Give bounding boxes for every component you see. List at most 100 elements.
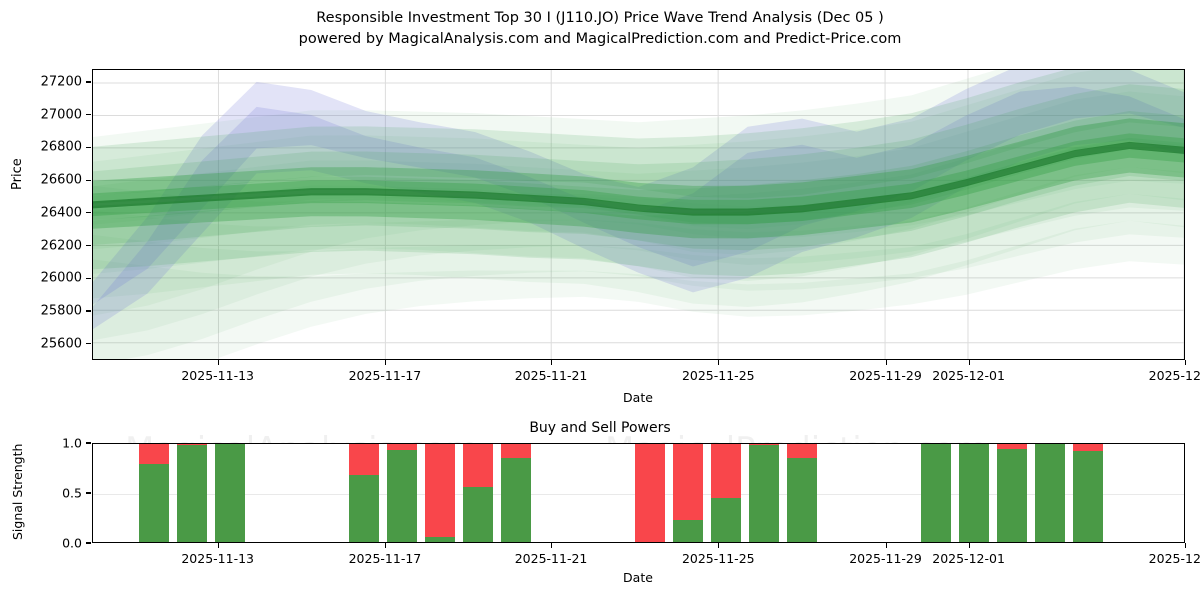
signal-bar-buy-segment — [921, 444, 951, 542]
signal-bar[interactable] — [1073, 444, 1103, 542]
signal-bar-buy-segment — [349, 475, 379, 542]
price-x-tick-label: 2025-12-05 — [1148, 368, 1200, 383]
price-y-axis-label: Price — [10, 158, 25, 190]
signal-y-tick-mark — [86, 542, 91, 544]
signal-bar[interactable] — [425, 444, 455, 542]
signal-x-tick-label: 2025-11-17 — [348, 551, 422, 566]
price-x-tick-label: 2025-11-21 — [514, 368, 588, 383]
price-y-tick-mark — [86, 146, 91, 149]
price-x-tick-mark — [718, 360, 720, 365]
price-wave-svg — [93, 70, 1184, 359]
signal-bar[interactable] — [749, 444, 779, 542]
price-x-tick-mark — [551, 360, 553, 365]
price-wave-band — [93, 86, 1184, 330]
price-wave-band — [93, 111, 1184, 251]
signal-bar-buy-segment — [501, 458, 531, 542]
signal-y-tick-mark — [86, 492, 91, 494]
signal-x-tick-mark — [551, 543, 553, 548]
price-y-tick-label: 25800 — [40, 303, 82, 319]
signal-bar-buy-segment — [673, 520, 703, 542]
signal-bar-buy-segment — [787, 458, 817, 542]
signal-bar-buy-segment — [463, 487, 493, 542]
signal-bar-sell-segment — [501, 444, 531, 458]
signal-panel-title: Buy and Sell Powers — [529, 420, 671, 436]
signal-bar[interactable] — [501, 444, 531, 542]
signal-bar[interactable] — [387, 444, 417, 542]
signal-bar-buy-segment — [749, 445, 779, 542]
price-wave-band — [93, 148, 1184, 239]
signal-y-tick-label: 0.0 — [62, 535, 82, 551]
price-x-tick-mark — [1185, 360, 1187, 365]
page-title: Responsible Investment Top 30 I (J110.JO… — [316, 10, 884, 26]
signal-bar[interactable] — [635, 444, 665, 542]
price-wave-band — [93, 118, 1184, 308]
price-y-tick-label: 26200 — [40, 238, 82, 254]
price-y-tick-mark — [86, 179, 91, 181]
price-x-tick-mark — [217, 360, 219, 365]
price-wave-band — [93, 220, 1184, 359]
price-trend-centerline — [93, 141, 1184, 216]
signal-y-tick-label: 0.5 — [62, 485, 82, 501]
signal-bar[interactable] — [463, 444, 493, 542]
price-x-tick-mark — [384, 360, 387, 365]
price-wave-band — [93, 70, 1184, 305]
price-wave-band — [93, 193, 1184, 359]
signal-bar-sell-segment — [787, 444, 817, 458]
signal-x-tick-mark — [968, 543, 970, 548]
price-x-tick-label: 2025-11-29 — [849, 368, 922, 383]
price-y-tick-mark — [86, 244, 91, 247]
signal-bar[interactable] — [349, 444, 379, 542]
signal-bar[interactable] — [711, 444, 741, 542]
signal-bar-sell-segment — [349, 444, 379, 475]
signal-x-tick-mark — [217, 543, 219, 548]
signal-bar-buy-segment — [425, 537, 455, 542]
signal-bar[interactable] — [177, 444, 207, 542]
signal-bar-sell-segment — [749, 444, 779, 445]
price-chart-plot-area — [92, 69, 1185, 360]
signal-y-axis-label: Signal Strength — [10, 443, 25, 540]
price-y-tick-label: 25600 — [40, 336, 82, 352]
signal-x-tick-label: 2025-12-01 — [932, 551, 1005, 566]
signal-bar[interactable] — [921, 444, 951, 542]
signal-bar-sell-segment — [673, 444, 703, 520]
price-x-tick-label: 2025-12-01 — [932, 368, 1005, 383]
signal-bar[interactable] — [997, 444, 1027, 542]
signal-bar[interactable] — [215, 444, 245, 542]
price-y-tick-label: 27200 — [40, 74, 82, 90]
signal-x-tick-mark — [384, 543, 387, 548]
price-y-tick-label: 26800 — [40, 139, 82, 155]
price-y-tick-mark — [86, 212, 91, 214]
signal-x-tick-label: 2025-11-29 — [849, 551, 922, 566]
signal-bar-sell-segment — [1073, 444, 1103, 451]
signal-bar[interactable] — [1035, 444, 1065, 542]
price-x-tick-mark — [968, 360, 970, 365]
price-y-tick-mark — [86, 277, 91, 279]
signal-x-tick-label: 2025-11-13 — [181, 551, 255, 566]
price-y-tick-label: 26600 — [40, 172, 82, 188]
price-y-tick-mark — [86, 81, 91, 83]
signal-x-tick-mark — [885, 543, 887, 548]
signal-bar-sell-segment — [635, 444, 665, 542]
signal-bar-buy-segment — [387, 450, 417, 542]
signal-bar-buy-segment — [1035, 444, 1065, 542]
price-x-tick-label: 2025-11-13 — [181, 368, 255, 383]
signal-bar-sell-segment — [997, 444, 1027, 449]
price-x-tick-mark — [885, 360, 887, 365]
signal-bar[interactable] — [959, 444, 989, 542]
signal-y-tick-mark — [86, 442, 91, 444]
signal-bar-sell-segment — [711, 444, 741, 498]
signal-bar[interactable] — [139, 444, 169, 542]
signal-bar[interactable] — [673, 444, 703, 542]
signal-bar-buy-segment — [139, 464, 169, 542]
signal-x-tick-mark — [718, 543, 720, 548]
signal-bar[interactable] — [787, 444, 817, 542]
page-subtitle: powered by MagicalAnalysis.com and Magic… — [298, 31, 902, 47]
price-wave-band — [93, 91, 1184, 282]
signal-bar-sell-segment — [177, 444, 207, 445]
signal-bar-sell-segment — [463, 444, 493, 487]
signal-x-tick-label: 2025-11-21 — [514, 551, 588, 566]
signal-x-tick-mark — [1185, 543, 1187, 548]
signal-bar-buy-segment — [215, 444, 245, 542]
price-wave-band — [93, 167, 1184, 341]
price-y-tick-label: 26000 — [40, 270, 82, 286]
